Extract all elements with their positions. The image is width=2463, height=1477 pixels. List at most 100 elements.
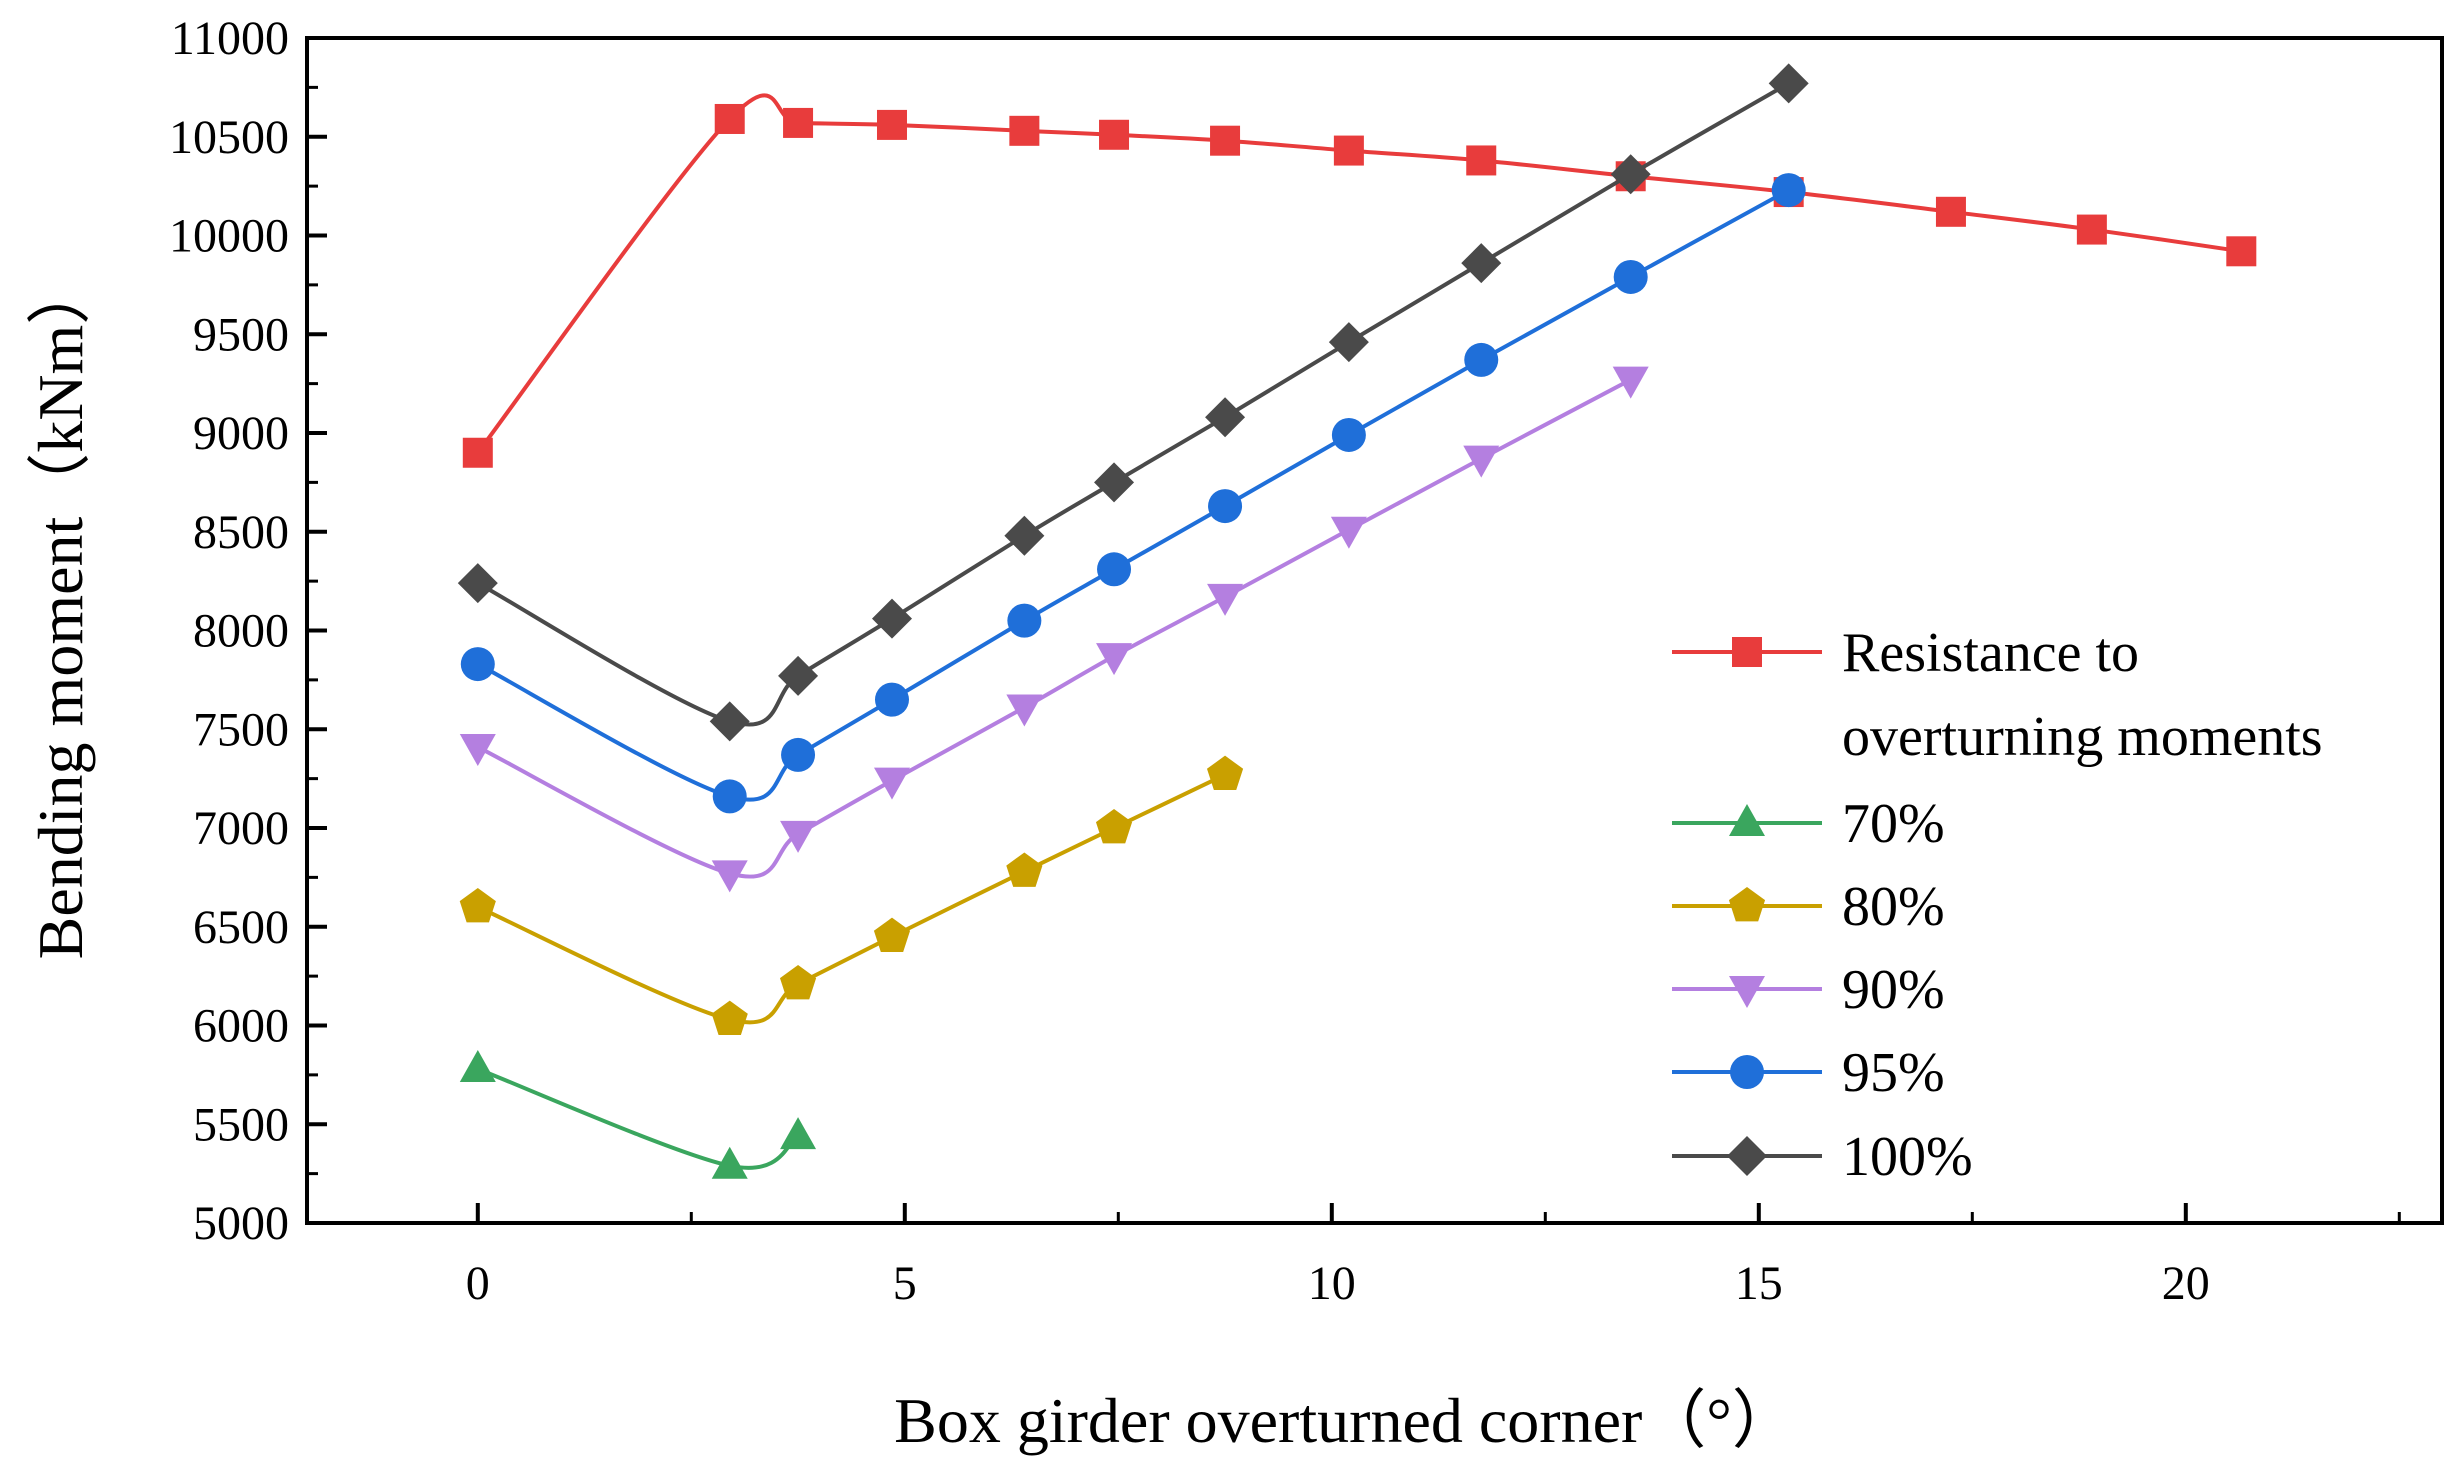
data-point bbox=[1206, 755, 1244, 791]
data-point bbox=[1331, 417, 1366, 452]
x-tick-label: 5 bbox=[893, 1257, 917, 1310]
x-tick-label: 10 bbox=[1308, 1257, 1356, 1310]
y-tick-label: 7000 bbox=[193, 802, 289, 855]
y-tick-label: 8000 bbox=[193, 605, 289, 658]
legend-label: 90% bbox=[1842, 959, 1945, 1021]
data-point bbox=[779, 965, 817, 1000]
data-point bbox=[1205, 397, 1246, 438]
x-tick-label: 15 bbox=[1735, 1257, 1783, 1310]
y-axis: 5000 5500 6000 6500 7000 7500 8000 8500 9000 9500… bbox=[169, 12, 327, 1250]
data-point bbox=[783, 107, 814, 138]
legend-label: 95% bbox=[1842, 1042, 1945, 1104]
data-point bbox=[462, 437, 493, 468]
data-point bbox=[1009, 115, 1040, 146]
data-point bbox=[1004, 515, 1045, 556]
legend-label: overturning moments bbox=[1842, 706, 2323, 768]
y-tick-label: 9000 bbox=[193, 407, 289, 460]
legend-entry: 95% bbox=[1672, 1042, 1945, 1104]
y-tick-label: 10000 bbox=[169, 210, 289, 263]
y-tick-label: 9500 bbox=[193, 308, 289, 361]
legend-label: 80% bbox=[1842, 876, 1945, 938]
legend-marker bbox=[1729, 804, 1765, 836]
series-line bbox=[477, 1067, 800, 1170]
legend-marker bbox=[1727, 1136, 1767, 1176]
series-4 bbox=[459, 366, 1649, 893]
data-point bbox=[1006, 852, 1043, 887]
y-tick-label: 5500 bbox=[193, 1098, 289, 1151]
series-3 bbox=[459, 755, 1244, 1035]
data-point bbox=[781, 737, 816, 772]
data-point bbox=[780, 820, 817, 853]
legend-entry: Resistance to overturning moments bbox=[1672, 622, 2323, 768]
series-2 bbox=[459, 1049, 817, 1179]
y-tick-label: 8500 bbox=[193, 506, 289, 559]
data-point bbox=[873, 917, 911, 952]
y-tick-label: 10500 bbox=[169, 111, 289, 164]
legend-entry: 80% bbox=[1672, 876, 1945, 938]
data-point bbox=[459, 888, 496, 923]
series-line bbox=[476, 81, 1790, 727]
legend-entry: 70% bbox=[1672, 793, 1945, 855]
data-point bbox=[1095, 809, 1133, 844]
data-point bbox=[1464, 342, 1499, 377]
series-layer bbox=[457, 63, 2257, 1179]
data-point bbox=[1466, 145, 1497, 176]
data-point bbox=[780, 1117, 817, 1150]
data-point bbox=[2226, 236, 2257, 267]
x-axis-title: Box girder overturned corner（°） bbox=[894, 1385, 1796, 1456]
data-point bbox=[714, 103, 745, 134]
legend-label: 100% bbox=[1842, 1126, 1973, 1188]
data-point bbox=[1328, 322, 1369, 363]
data-point bbox=[1768, 63, 1809, 104]
series-line bbox=[476, 93, 2242, 454]
series-line bbox=[476, 188, 1790, 802]
data-point bbox=[1612, 366, 1649, 399]
data-point bbox=[1097, 552, 1132, 587]
legend-marker bbox=[1728, 887, 1766, 922]
series-line bbox=[476, 377, 1632, 879]
y-axis-title: Bending moment（kNm） bbox=[25, 261, 96, 960]
data-point bbox=[1771, 173, 1806, 208]
y-tick-label: 6000 bbox=[193, 1000, 289, 1053]
y-tick-label: 6500 bbox=[193, 901, 289, 954]
data-point bbox=[457, 563, 498, 604]
data-point bbox=[1006, 694, 1043, 727]
y-tick-label: 5000 bbox=[193, 1197, 289, 1250]
data-point bbox=[1613, 259, 1648, 294]
legend-entry: 90% bbox=[1672, 959, 1945, 1021]
data-point bbox=[1099, 119, 1130, 150]
data-point bbox=[1610, 154, 1651, 195]
legend-label: Resistance to bbox=[1842, 622, 2139, 684]
legend: Resistance to overturning moments 70% 80% 90… bbox=[1672, 622, 2323, 1188]
data-point bbox=[1096, 643, 1133, 676]
data-point bbox=[1333, 135, 1364, 166]
data-point bbox=[1330, 516, 1367, 549]
data-point bbox=[459, 1049, 496, 1082]
data-point bbox=[1210, 125, 1241, 156]
data-point bbox=[460, 647, 495, 682]
legend-marker bbox=[1729, 976, 1765, 1008]
legend-label: 70% bbox=[1842, 793, 1945, 855]
legend-entry: 100% bbox=[1672, 1126, 1973, 1188]
legend-marker bbox=[1732, 637, 1762, 667]
data-point bbox=[876, 109, 907, 140]
data-point bbox=[1094, 462, 1135, 503]
data-point bbox=[778, 655, 819, 696]
data-point bbox=[1461, 243, 1502, 284]
data-point bbox=[2076, 214, 2107, 245]
data-point bbox=[709, 701, 750, 742]
data-point bbox=[459, 734, 496, 767]
series-6 bbox=[457, 63, 1809, 742]
legend-marker bbox=[1730, 1055, 1764, 1089]
data-point bbox=[1007, 603, 1042, 638]
data-point bbox=[1208, 489, 1243, 524]
y-tick-label: 7500 bbox=[193, 703, 289, 756]
data-point bbox=[1463, 445, 1500, 478]
data-point bbox=[1207, 583, 1244, 616]
data-point bbox=[711, 860, 748, 893]
x-tick-label: 20 bbox=[2162, 1257, 2210, 1310]
data-point bbox=[1935, 196, 1966, 227]
series-5 bbox=[460, 173, 1806, 814]
y-tick-label: 11000 bbox=[171, 12, 289, 65]
